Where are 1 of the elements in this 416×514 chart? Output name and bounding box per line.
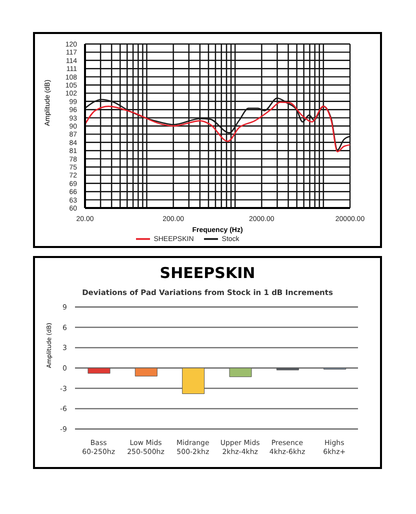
chart-title: SHEEPSKIN bbox=[158, 264, 256, 282]
